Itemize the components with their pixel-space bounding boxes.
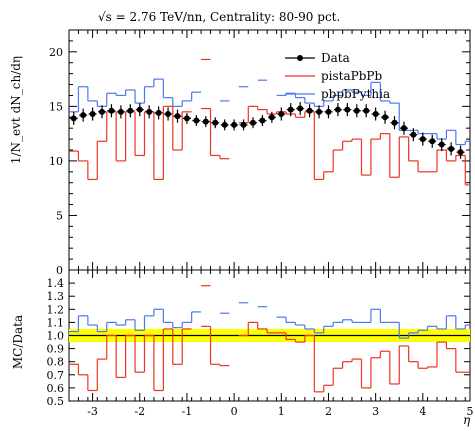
data-point — [174, 113, 181, 120]
main-y-tick-label: 5 — [56, 209, 63, 222]
main-axis-ticks: 0 5 10 15 20 — [49, 30, 471, 277]
data-point — [99, 108, 106, 115]
ratio-y-tick-label: 0.7 — [47, 369, 65, 382]
ratio-y-tick-label: 0.8 — [47, 356, 65, 369]
data-point — [372, 111, 379, 117]
ratio-series-group — [69, 285, 470, 393]
data-point — [80, 112, 87, 119]
main-series-group — [69, 58, 470, 186]
data-point — [231, 121, 238, 128]
ratio-y-tick-label: 1.0 — [47, 330, 65, 343]
data-point — [297, 105, 304, 112]
data-point — [202, 118, 209, 125]
data-point — [268, 114, 275, 121]
legend: Data pistaPbPb pbpbPythia — [285, 51, 390, 101]
data-point — [287, 106, 294, 113]
ratio-y-tick-label: 0.9 — [47, 343, 65, 356]
x-tick-label: 0 — [231, 405, 238, 418]
x-tick-label: -2 — [134, 405, 145, 418]
ratio-y-tick-label: 1.2 — [47, 303, 65, 316]
x-tick-label: -3 — [87, 405, 98, 418]
data-point — [212, 119, 219, 126]
ratio-y-axis-label: MC/Data — [11, 315, 25, 369]
data-point — [155, 109, 162, 116]
data-point — [146, 108, 153, 115]
ratio-y-tick-label: 1.4 — [47, 277, 65, 290]
data-point — [221, 121, 228, 128]
data-point — [419, 136, 426, 143]
chart-title: √s = 2.76 TeV/nn, Centrality: 80-90 pct. — [98, 10, 340, 24]
data-point — [108, 107, 115, 114]
ratio-y-tick-label: 0.5 — [47, 395, 65, 408]
data-point — [127, 107, 134, 114]
main-y-tick-label: 15 — [49, 100, 63, 113]
main-y-tick-label: 0 — [56, 264, 63, 277]
data-point — [89, 111, 96, 117]
data-point — [136, 106, 143, 113]
data-point — [410, 131, 417, 138]
x-tick-label: 3 — [372, 405, 379, 418]
ratio-axis-ticks: 0.50.60.70.80.91.01.11.21.31.4 -3 -2 -1 0 1 2 3… — [47, 270, 474, 418]
x-tick-label: -1 — [182, 405, 193, 418]
x-tick-label: 2 — [325, 405, 332, 418]
data-point — [193, 117, 200, 124]
data-point — [363, 107, 370, 114]
x-tick-label: 5 — [467, 405, 474, 418]
data-point — [249, 119, 256, 126]
x-axis-label: η — [463, 413, 471, 427]
main-panel: 0 5 10 15 20 Data pistaPbPb pbpbPythia 1/N_evt… — [9, 29, 471, 277]
data-point — [117, 108, 124, 115]
main-y-axis-label: 1/N_evt dN_ch/dη — [9, 56, 23, 164]
main-frame — [68, 29, 471, 271]
ratio-y-tick-label: 1.1 — [47, 316, 65, 329]
legend-data-marker — [297, 55, 303, 61]
data-point — [391, 119, 398, 126]
data-point — [334, 106, 341, 113]
main-y-tick-label: 20 — [49, 46, 63, 59]
data-point — [165, 111, 172, 117]
data-point — [400, 125, 407, 132]
data-point — [306, 107, 313, 114]
data-point — [344, 106, 351, 113]
data-point — [240, 121, 247, 128]
legend-pista-label: pistaPbPb — [321, 69, 382, 83]
x-tick-label: 4 — [419, 405, 426, 418]
data-point — [259, 117, 266, 124]
x-tick-label: 1 — [278, 405, 285, 418]
data-point — [353, 107, 360, 114]
data-point — [278, 111, 285, 117]
ratio-y-tick-label: 1.3 — [47, 290, 65, 303]
legend-data-label: Data — [321, 51, 350, 65]
data-point — [429, 138, 436, 145]
ratio-panel: 0.50.60.70.80.91.01.11.21.31.4 -3 -2 -1 0 1 2 3… — [11, 269, 474, 427]
data-point — [448, 145, 455, 152]
ratio-y-tick-label: 0.6 — [47, 382, 65, 395]
data-point — [183, 115, 190, 122]
title-group: √s = 2.76 TeV/nn, Centrality: 80-90 pct. — [98, 10, 340, 24]
data-uncertainty-band — [69, 328, 470, 343]
main-y-tick-label: 10 — [49, 155, 63, 168]
data-point — [70, 115, 77, 122]
data-point — [382, 114, 389, 121]
data-point — [457, 149, 464, 156]
data-point — [325, 108, 332, 115]
data-point — [438, 141, 445, 148]
data-point — [316, 108, 323, 115]
legend-pbpb-label: pbpbPythia — [321, 87, 390, 101]
